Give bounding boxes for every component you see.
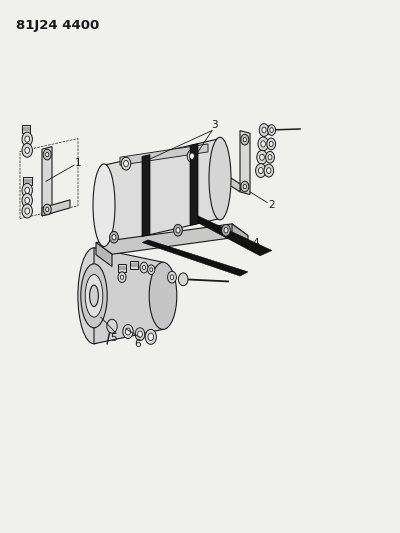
Ellipse shape [149, 262, 177, 329]
Circle shape [268, 155, 272, 160]
Bar [118, 264, 126, 272]
Circle shape [260, 154, 264, 160]
Circle shape [268, 125, 276, 135]
Circle shape [148, 265, 155, 274]
Circle shape [176, 228, 180, 233]
Circle shape [46, 207, 49, 212]
Circle shape [110, 231, 118, 243]
Circle shape [178, 273, 188, 286]
Circle shape [43, 204, 51, 215]
Circle shape [258, 167, 263, 174]
Text: 81J24 4400: 81J24 4400 [16, 19, 99, 31]
Circle shape [241, 181, 249, 192]
Circle shape [126, 328, 130, 335]
Circle shape [170, 275, 174, 279]
Circle shape [121, 157, 131, 170]
Circle shape [25, 147, 30, 154]
Polygon shape [94, 248, 163, 344]
Text: 5: 5 [111, 334, 117, 343]
Circle shape [135, 328, 145, 341]
Circle shape [261, 141, 266, 147]
Circle shape [112, 235, 116, 240]
Circle shape [25, 208, 30, 214]
Circle shape [25, 136, 30, 142]
Circle shape [22, 132, 32, 146]
Circle shape [43, 149, 51, 160]
Circle shape [262, 127, 266, 133]
Circle shape [22, 193, 32, 207]
Circle shape [168, 271, 176, 283]
Circle shape [224, 228, 228, 233]
Polygon shape [232, 224, 248, 248]
Circle shape [270, 127, 274, 133]
Circle shape [107, 319, 117, 333]
Circle shape [142, 265, 146, 270]
Text: 3: 3 [211, 120, 217, 130]
Polygon shape [42, 200, 70, 216]
Circle shape [22, 143, 32, 157]
Circle shape [22, 204, 32, 218]
Circle shape [145, 329, 156, 344]
Polygon shape [96, 224, 248, 254]
Circle shape [174, 224, 182, 236]
Polygon shape [222, 172, 240, 192]
Polygon shape [240, 131, 250, 195]
Circle shape [267, 168, 271, 173]
Text: 4: 4 [253, 238, 259, 247]
Circle shape [241, 134, 249, 145]
Text: 2: 2 [269, 200, 275, 210]
Polygon shape [190, 143, 198, 225]
Circle shape [222, 224, 230, 236]
Polygon shape [96, 243, 112, 266]
Circle shape [256, 164, 266, 177]
Circle shape [46, 152, 49, 157]
Bar [22, 125, 30, 133]
Polygon shape [42, 147, 52, 216]
Ellipse shape [85, 274, 103, 317]
Bar [130, 261, 138, 269]
Ellipse shape [93, 164, 115, 247]
Ellipse shape [209, 137, 231, 220]
Ellipse shape [78, 248, 110, 344]
Circle shape [25, 197, 30, 204]
Circle shape [120, 275, 124, 279]
Circle shape [118, 272, 126, 282]
Polygon shape [142, 240, 248, 276]
Circle shape [124, 160, 128, 167]
Bar [23, 177, 32, 185]
Circle shape [266, 151, 274, 163]
Ellipse shape [81, 264, 107, 328]
Ellipse shape [90, 285, 98, 306]
Polygon shape [190, 216, 272, 256]
Circle shape [257, 150, 267, 164]
Circle shape [148, 333, 154, 341]
Circle shape [243, 184, 246, 189]
Polygon shape [142, 155, 150, 237]
Circle shape [123, 325, 133, 338]
Text: 6: 6 [135, 339, 141, 349]
Circle shape [22, 183, 32, 197]
Polygon shape [104, 139, 220, 245]
Circle shape [267, 138, 276, 150]
Circle shape [138, 331, 142, 337]
Circle shape [150, 268, 153, 272]
Circle shape [25, 187, 30, 193]
Circle shape [258, 137, 268, 151]
Circle shape [140, 262, 148, 273]
Circle shape [190, 153, 194, 159]
Circle shape [259, 124, 269, 136]
Circle shape [269, 141, 273, 147]
Circle shape [264, 164, 274, 177]
Circle shape [243, 138, 246, 142]
Circle shape [187, 150, 197, 163]
Polygon shape [120, 144, 208, 165]
Text: 1: 1 [75, 158, 81, 167]
